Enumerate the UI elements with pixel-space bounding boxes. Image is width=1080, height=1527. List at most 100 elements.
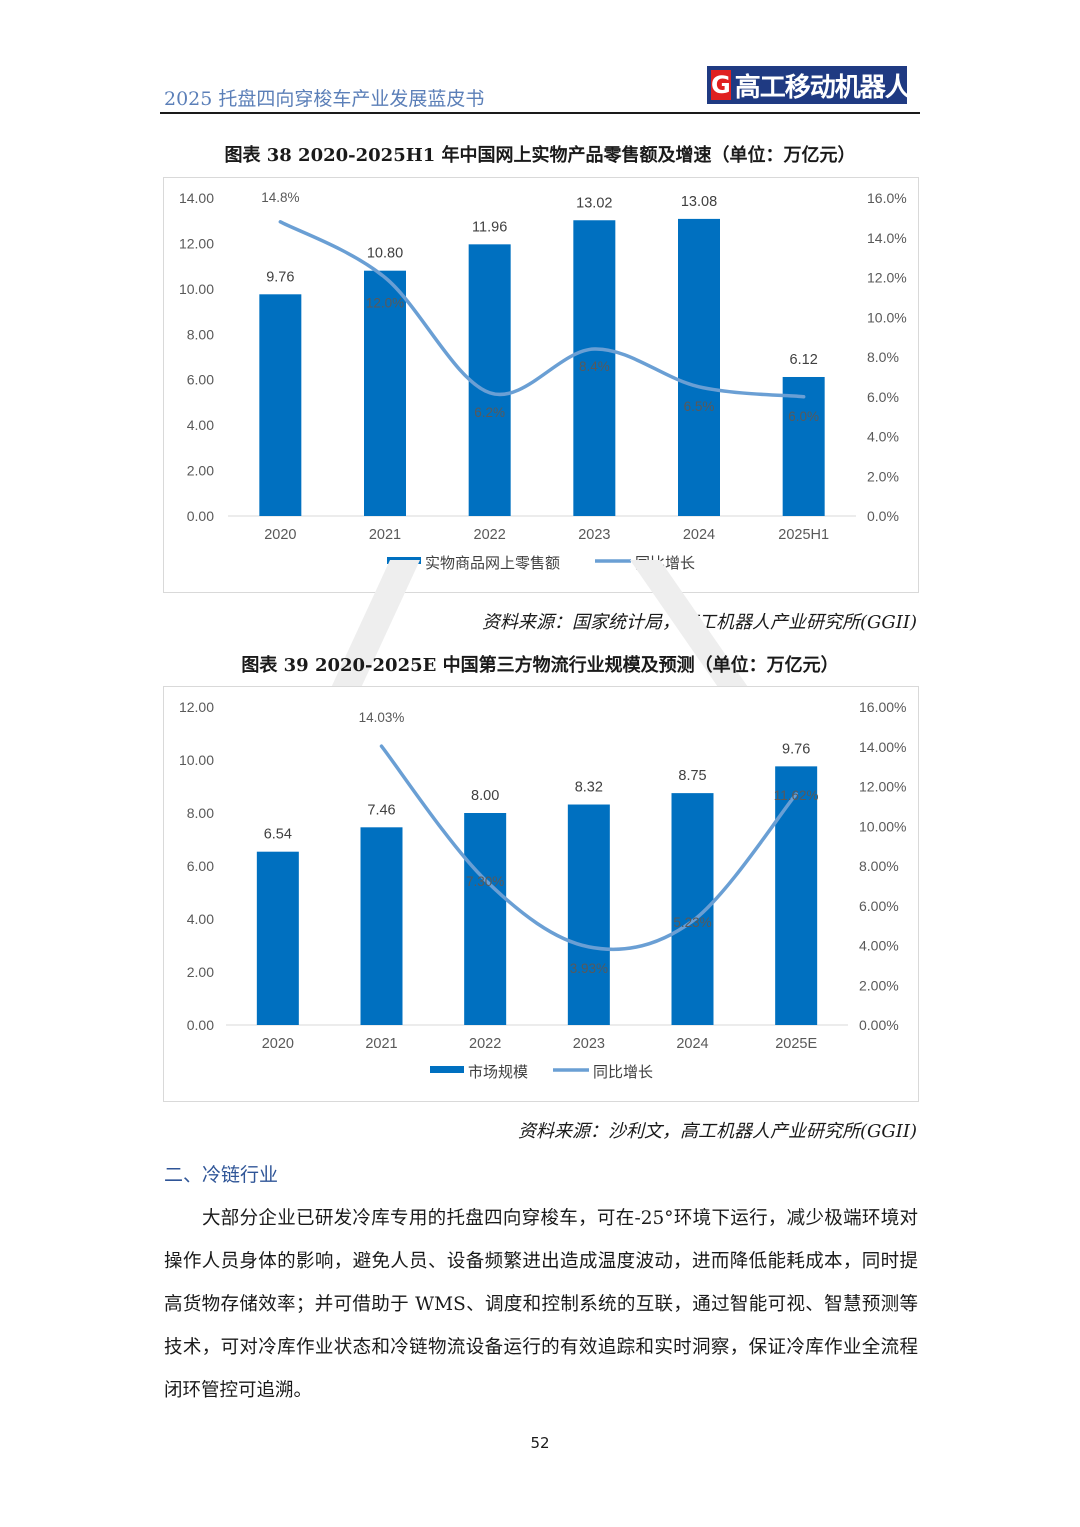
figure-39-chart: 0.00 2.00 4.00 6.00 8.00 10.00 12.00 0.00% 2.00%… [163, 686, 919, 1102]
x-tick-label: 2024 [676, 1036, 708, 1052]
y-tick-label: 6.00 [187, 372, 214, 388]
legend-bar-label: 市场规模 [468, 1064, 528, 1081]
y2-tick-label: 0.0% [867, 508, 899, 524]
x-tick-label: 2023 [573, 1036, 605, 1052]
bar-value-label: 6.54 [264, 827, 292, 843]
line-value-label: 14.03% [359, 710, 405, 725]
x-tick-label: 2021 [369, 527, 401, 543]
bar [364, 270, 406, 516]
bar-value-label: 8.75 [678, 768, 706, 784]
line-value-label: 6.0% [788, 409, 819, 424]
bar-value-label: 9.76 [782, 741, 810, 757]
line-value-label: 8.4% [579, 359, 610, 374]
bar-value-label: 6.12 [790, 352, 818, 368]
y2-tick-label: 2.0% [867, 468, 899, 484]
legend-line-label: 同比增长 [593, 1064, 653, 1081]
x-tick-label: 2025E [775, 1036, 817, 1052]
y-tick-label: 4.00 [187, 417, 214, 433]
y2-tick-label: 10.00% [859, 818, 906, 834]
y2-tick-label: 16.00% [859, 699, 906, 715]
x-tick-label: 2024 [683, 527, 715, 543]
bar-value-label: 8.32 [575, 780, 603, 796]
y-tick-label: 12.00 [179, 235, 214, 251]
bar-value-label: 8.00 [471, 788, 499, 804]
x-tick-label: 2025H1 [778, 527, 829, 543]
legend-line-label: 同比增长 [635, 555, 695, 572]
y2-tick-label: 14.0% [867, 230, 907, 246]
line-value-label: 12.0% [366, 296, 404, 311]
bar [464, 813, 507, 1025]
y-tick-label: 10.00 [179, 281, 214, 297]
bar-value-label: 11.96 [472, 219, 507, 235]
y2-tick-label: 6.0% [867, 389, 899, 405]
x-tick-label: 2021 [365, 1036, 397, 1052]
y-tick-label: 14.00 [179, 190, 214, 206]
bar [360, 827, 403, 1025]
growth-line [278, 220, 806, 399]
y-tick-label: 0.00 [187, 1017, 214, 1033]
line-value-label: 5.23% [673, 915, 711, 930]
y-tick-label: 4.00 [187, 911, 214, 927]
y2-tick-label: 12.0% [867, 270, 907, 286]
body-paragraph: 大部分企业已研发冷库专用的托盘四向穿梭车，可在-25°环境下运行，减少极端环境对… [164, 1208, 918, 1401]
y-tick-label: 8.00 [187, 326, 214, 342]
bar-value-label: 7.46 [367, 802, 395, 818]
bar [782, 376, 825, 516]
page-header-title: 2025 托盘四向穿梭车产业发展蓝皮书 [164, 88, 485, 110]
x-tick-label: 2020 [262, 1036, 294, 1052]
x-tick-label: 2020 [264, 527, 296, 543]
page-number: 52 [530, 1434, 550, 1452]
logo-mark-icon: G [711, 70, 731, 100]
line-value-label: 11.62% [774, 788, 819, 803]
y2-tick-label: 8.00% [859, 858, 899, 874]
bar [259, 294, 302, 516]
line-value-label: 6.2% [474, 405, 505, 420]
y2-tick-label: 16.0% [867, 190, 907, 206]
header-rule [160, 112, 920, 114]
y-tick-label: 10.00 [179, 752, 214, 768]
line-value-label: 6.5% [684, 399, 715, 414]
y2-tick-label: 2.00% [859, 977, 899, 993]
figure-38-chart: 0.00 2.00 4.00 6.00 8.00 10.00 12.00 14.00 0.0% 2… [163, 177, 919, 593]
y2-tick-label: 4.0% [867, 429, 899, 445]
bar [775, 766, 818, 1025]
bar-value-label: 9.76 [266, 269, 294, 285]
y2-tick-label: 8.0% [867, 349, 899, 365]
bar-value-label: 13.08 [681, 194, 717, 210]
y2-tick-label: 12.00% [859, 779, 906, 795]
figure-39-svg: 0.00 2.00 4.00 6.00 8.00 10.00 12.00 0.00% 2.00%… [179, 699, 907, 1081]
line-value-label: 7.30% [466, 874, 504, 889]
y2-tick-label: 4.00% [859, 938, 899, 954]
y-tick-label: 0.00 [187, 508, 214, 524]
bar [468, 244, 511, 516]
figure-38-svg: 0.00 2.00 4.00 6.00 8.00 10.00 12.00 14.00 0.0% 2… [179, 190, 907, 572]
x-tick-label: 2022 [469, 1036, 501, 1052]
legend-bar-swatch [430, 1066, 464, 1073]
x-tick-label: 2023 [578, 527, 610, 543]
figure-39-source: 资料来源：沙利文，高工机器人产业研究所(GGII) [517, 1121, 917, 1142]
figure-38-caption: 图表 38 2020-2025H1 年中国网上实物产品零售额及增速（单位：万亿元… [224, 145, 856, 166]
y-tick-label: 6.00 [187, 858, 214, 874]
y-tick-label: 2.00 [187, 463, 214, 479]
growth-line [379, 744, 798, 952]
figure-38-source: 资料来源：国家统计局，高工机器人产业研究所(GGII) [481, 612, 917, 633]
line-value-label: 3.93% [570, 961, 608, 976]
legend-bar-label: 实物商品网上零售额 [425, 555, 560, 572]
y2-tick-label: 0.00% [859, 1017, 899, 1033]
brand-logo: G 高工移动机器人 [707, 66, 911, 104]
bar-value-label: 13.02 [576, 195, 612, 211]
legend-bar-swatch [387, 557, 421, 564]
bar [678, 218, 720, 516]
y2-tick-label: 14.00% [859, 739, 906, 755]
bar [567, 804, 610, 1025]
figure-39-caption: 图表 39 2020-2025E 中国第三方物流行业规模及预测（单位：万亿元） [241, 655, 839, 676]
y2-tick-label: 6.00% [859, 898, 899, 914]
line-value-label: 14.8% [261, 190, 299, 205]
section-heading: 二、冷链行业 [164, 1164, 279, 1186]
bar [573, 220, 616, 516]
x-tick-label: 2022 [474, 527, 506, 543]
y2-tick-label: 10.0% [867, 309, 907, 325]
y-tick-label: 2.00 [187, 964, 214, 980]
y-tick-label: 8.00 [187, 805, 214, 821]
y-tick-label: 12.00 [179, 699, 214, 715]
